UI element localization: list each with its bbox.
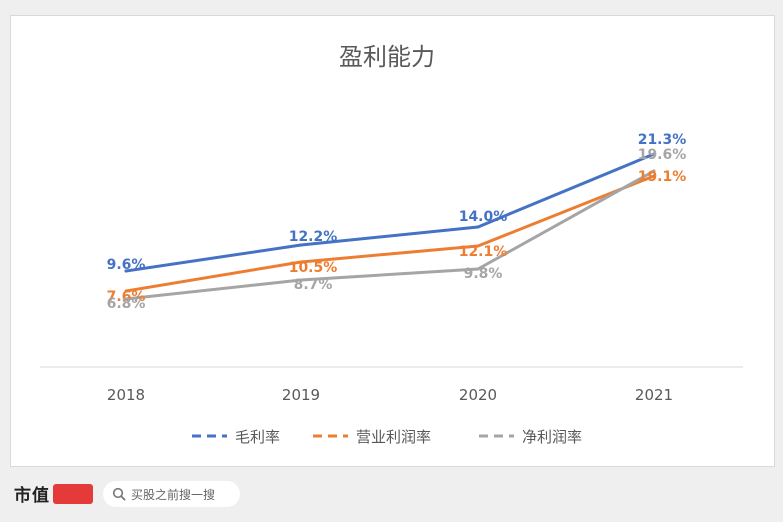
x-tick-label-2018: 2018 [107, 386, 145, 404]
series-2-point-2018 [124, 289, 128, 293]
series-1-label-2021: 21.3% [638, 132, 687, 148]
chart-card: 盈利能力 2018 2019 2020 2021 9.6% 12.2% 14.0% 21.3% 7… [10, 15, 775, 467]
series-3-label-2019: 8.7% [294, 277, 333, 293]
footer-bar: 市值 买股之前搜一搜 [0, 466, 783, 522]
search-placeholder: 买股之前搜一搜 [131, 487, 216, 502]
legend-label-1: 毛利率 [235, 428, 280, 446]
legend-label-2: 营业利润率 [356, 428, 431, 446]
series-1-point-2018 [124, 269, 128, 273]
series-3-point-2018 [124, 297, 128, 301]
brand-logo[interactable]: 市值 [14, 481, 93, 506]
x-tick-label-2021: 2021 [635, 386, 673, 404]
series-1-point-2020 [476, 225, 480, 229]
series-2-point-2020 [476, 244, 480, 248]
search-box[interactable]: 买股之前搜一搜 [103, 481, 240, 507]
legend-label-3: 净利润率 [522, 428, 582, 446]
fengyun-logo-icon [53, 483, 93, 504]
series-1-label-2020: 14.0% [459, 209, 508, 225]
series-1-point-2021 [652, 152, 656, 156]
series-2-label-2021: 19.1% [638, 169, 687, 185]
series-3-label-2020: 9.8% [464, 266, 503, 282]
series-3-point-2019 [299, 278, 303, 282]
x-tick-label-2020: 2020 [459, 386, 497, 404]
series-2-label-2020: 12.1% [459, 244, 508, 260]
series-2-line [124, 174, 656, 293]
series-2-label-2018: 7.6% [107, 289, 146, 305]
series-3-label-2021: 19.6% [638, 147, 687, 163]
search-icon [112, 487, 126, 501]
series-1-label-2019: 12.2% [289, 229, 338, 245]
series-3-label-2018: 6.8% [107, 296, 146, 312]
x-tick-label-2019: 2019 [282, 386, 320, 404]
series-3-point-2021 [652, 169, 656, 173]
chart-title: 盈利能力 [339, 43, 435, 71]
series-2-point-2019 [299, 260, 303, 264]
series-2-label-2019: 10.5% [289, 260, 338, 276]
line-chart: 盈利能力 2018 2019 2020 2021 9.6% 12.2% 14.0% 21.3% 7… [40, 43, 743, 446]
series-1-point-2019 [299, 243, 303, 247]
series-1-label-2018: 9.6% [107, 257, 146, 273]
series-3-line [124, 169, 656, 301]
series-3-point-2020 [476, 267, 480, 271]
series-2-point-2021 [652, 174, 656, 178]
series-1-line [124, 152, 656, 273]
brand-name: 市值 [14, 486, 50, 506]
